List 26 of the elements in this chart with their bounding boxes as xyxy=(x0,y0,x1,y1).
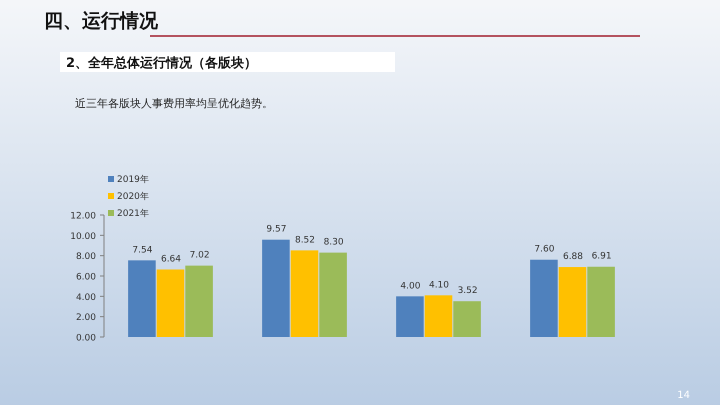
chart-subtitle: 2、全年总体运行情况（各版块） xyxy=(66,55,258,71)
text: 6.91 xyxy=(592,252,612,262)
text: 4.00 xyxy=(400,281,420,292)
text: 6.88 xyxy=(562,252,584,262)
text: 4.10 xyxy=(428,280,450,290)
legend-label: 2020年 xyxy=(117,191,149,202)
y-tick-label: 8.00 xyxy=(76,252,96,262)
y-tick-label: 2.00 xyxy=(76,313,96,324)
text: 9.57 xyxy=(266,224,286,235)
legend-label: 2021年 xyxy=(117,208,149,219)
text: 7.60 xyxy=(534,244,554,255)
text: 6.64 xyxy=(160,254,182,264)
legend-label: 2019年 xyxy=(117,174,149,185)
y-tick-label: 6.00 xyxy=(76,272,96,282)
text: 近三年各版块人事费用率均呈优化趋势。 xyxy=(75,97,273,110)
text: 14 xyxy=(677,390,690,401)
text: 3.52 xyxy=(458,286,478,296)
chart-title: 四、运行情况 xyxy=(44,10,159,32)
text: 8.52 xyxy=(294,235,316,246)
text: 8.30 xyxy=(324,238,344,248)
y-tick-label: 10.00 xyxy=(70,232,96,242)
y-tick-label: 12.00 xyxy=(70,212,96,222)
y-tick-label: 0.00 xyxy=(76,334,96,344)
y-tick-label: 4.00 xyxy=(76,292,96,303)
text: 7.02 xyxy=(190,250,210,261)
text: 7.54 xyxy=(132,245,152,256)
